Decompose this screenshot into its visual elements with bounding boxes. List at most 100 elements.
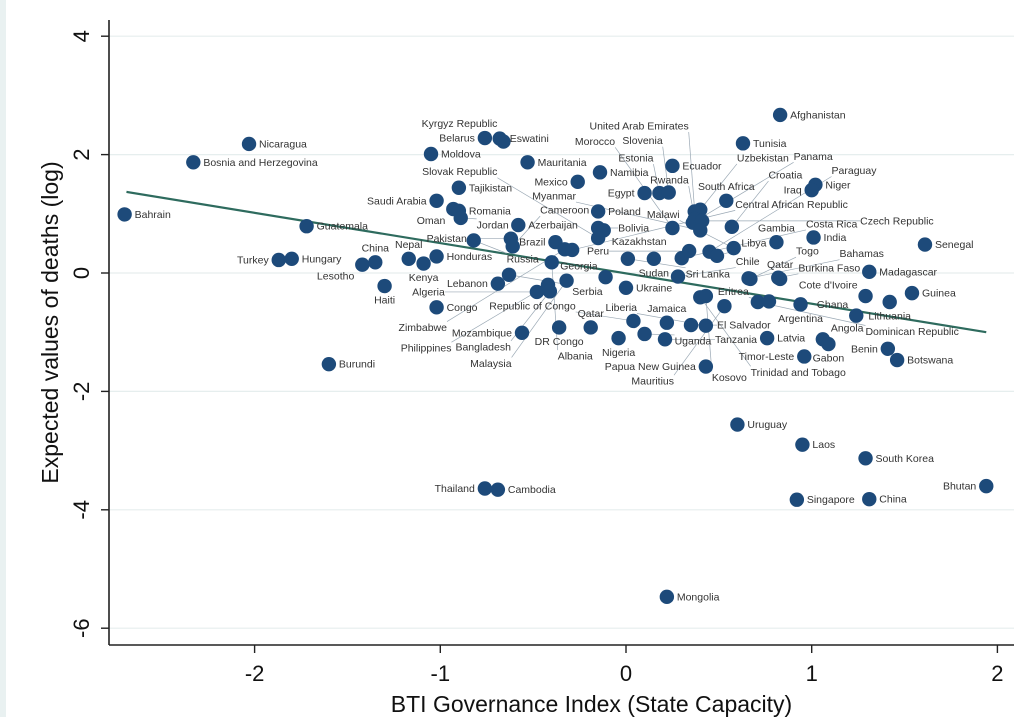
point-marker	[693, 223, 708, 238]
point-marker	[490, 276, 506, 291]
point-marker	[793, 297, 808, 312]
x-tick-label: -1	[431, 661, 451, 686]
point-marker	[637, 185, 652, 201]
point-marker	[490, 482, 506, 497]
point-marker	[590, 230, 606, 246]
point-label: Uzbekistan	[737, 152, 789, 164]
point-label: Afghanistan	[790, 109, 846, 121]
point-marker	[501, 267, 517, 282]
point-marker	[637, 326, 652, 342]
y-tick-label: 0	[69, 267, 94, 279]
point-marker	[551, 320, 567, 335]
label-leader-line	[681, 229, 807, 259]
point-label: Honduras	[447, 251, 493, 263]
label-leader-line	[673, 305, 725, 376]
point-label: United Arab Emirates	[589, 121, 688, 133]
point-label: South Korea	[876, 453, 935, 465]
point-label: Central African Republic	[735, 199, 848, 211]
point-label: Russia	[507, 254, 539, 266]
point-label: Sri Lanka	[686, 268, 731, 280]
label-leader-line	[497, 177, 599, 239]
point-marker	[423, 146, 439, 162]
point-label: Guatemala	[317, 221, 369, 233]
point-marker	[299, 219, 314, 234]
point-marker	[598, 269, 613, 285]
y-tick-label: 4	[69, 30, 94, 42]
point-label: Albania	[558, 351, 593, 363]
point-marker	[453, 210, 468, 226]
gridlines	[109, 35, 1014, 629]
point-label: Tanzania	[715, 334, 757, 346]
point-marker	[646, 251, 662, 266]
point-label: Republic of Congo	[489, 300, 576, 312]
point-label: Qatar	[767, 259, 794, 271]
point-label: Eswatini	[510, 133, 549, 145]
point-label: Angola	[831, 323, 864, 335]
y-ticks: 4 2 0 -2 -4 -6	[69, 30, 109, 638]
point-marker	[804, 182, 819, 198]
point-marker	[186, 155, 201, 170]
label-leader-line	[700, 163, 738, 210]
point-marker	[698, 318, 714, 333]
point-label: Iraq	[784, 185, 802, 197]
point-marker	[559, 273, 574, 288]
point-label: Papua New Guinea	[605, 361, 696, 373]
point-label: Bangladesh	[455, 341, 511, 353]
point-marker	[544, 255, 559, 270]
point-label: Philippines	[401, 343, 452, 355]
point-marker	[750, 294, 766, 310]
point-label: Cote d'Ivoire	[799, 279, 858, 291]
point-label: Sudan	[639, 267, 670, 279]
label-leader-line	[757, 301, 866, 326]
point-marker	[401, 251, 416, 266]
point-label: Burundi	[339, 359, 375, 371]
point-marker	[659, 589, 675, 605]
y-axis-title: Expected values of deaths (log)	[37, 161, 63, 483]
point-marker	[683, 317, 699, 333]
point-marker	[681, 243, 697, 259]
label-leader-line	[662, 146, 670, 193]
point-marker	[529, 284, 545, 300]
point-label: Panama	[794, 151, 833, 163]
point-marker	[858, 451, 873, 466]
point-label: Liberia	[605, 302, 637, 314]
point-marker	[429, 249, 444, 264]
point-label: Timor-Leste	[739, 351, 795, 363]
point-label: Nigeria	[602, 347, 635, 359]
point-label: Gabon	[813, 353, 845, 365]
point-marker	[882, 294, 897, 310]
point-label: Ukraine	[636, 282, 672, 294]
point-marker	[717, 298, 732, 314]
point-label: Tunisia	[753, 138, 787, 150]
point-marker	[759, 330, 775, 346]
point-label: Hungary	[302, 253, 342, 265]
point-label: Haiti	[374, 295, 395, 307]
point-label: Latvia	[777, 333, 805, 345]
point-marker	[514, 325, 530, 340]
point-label: Burkina Faso	[798, 262, 860, 274]
point-label: Eritrea	[718, 286, 749, 298]
point-marker	[698, 359, 714, 374]
point-marker	[880, 341, 896, 356]
point-marker	[665, 220, 680, 236]
point-label: Mauritius	[631, 376, 674, 388]
y-tick-label: -6	[69, 618, 94, 638]
label-leader-line	[699, 297, 751, 367]
point-marker	[979, 478, 994, 494]
point-labels-group: Bahrain Bosnia and Herzegovina Nicaragua Co…	[135, 109, 977, 603]
x-tick-label: 0	[620, 661, 632, 686]
point-label: Uruguay	[747, 419, 787, 431]
point-marker	[769, 235, 784, 250]
point-label: Costa Rica	[806, 218, 858, 230]
point-label: Moldova	[441, 149, 481, 161]
point-marker	[284, 251, 299, 266]
point-label: El Salvador	[717, 320, 771, 332]
point-marker	[477, 130, 493, 146]
point-label: Laos	[812, 439, 835, 451]
point-marker	[862, 264, 877, 280]
point-marker	[665, 158, 680, 174]
point-label: Thailand	[435, 483, 475, 495]
point-label: Qatar	[578, 308, 605, 320]
label-leader-line	[692, 162, 794, 223]
point-label: Kazakhstan	[612, 236, 667, 248]
